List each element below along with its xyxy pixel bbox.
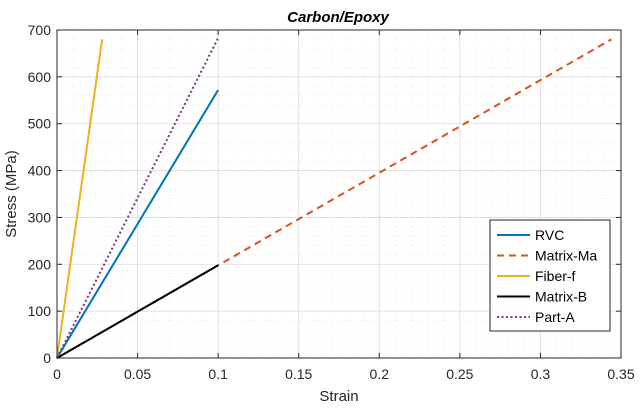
series-line-matrix-b: [56, 264, 219, 359]
series-line-fiber-f: [56, 39, 104, 359]
legend-entries: RVC Matrix-Ma Fiber-f Matrix-B Part-A: [497, 227, 597, 325]
legend-label-fiber-f: Fiber-f: [535, 268, 576, 284]
legend: RVC Matrix-Ma Fiber-f Matrix-B Part-A: [489, 219, 611, 332]
y-tick-label: 500: [28, 116, 52, 132]
x-tick-label: 0.35: [607, 366, 634, 382]
x-tick-labels: 0 0.05 0.1 0.15 0.2 0.25 0.3 0.35: [53, 366, 635, 382]
x-tick-label: 0.25: [446, 366, 473, 382]
y-tick-label: 700: [28, 22, 52, 38]
x-tick-label: 0.3: [531, 366, 551, 382]
x-tick-label: 0: [53, 366, 61, 382]
legend-label-part-a: Part-A: [535, 309, 575, 325]
x-axis-label: Strain: [319, 388, 358, 405]
y-axis-label: Stress (MPa): [3, 150, 20, 238]
legend-label-rvc: RVC: [535, 227, 564, 243]
ticks-layer: [56, 29, 622, 359]
x-tick-label: 0.15: [285, 366, 312, 382]
series-layer: [56, 37, 612, 359]
legend-label-matrix-ma: Matrix-Ma: [535, 248, 597, 264]
y-tick-label: 300: [28, 209, 52, 225]
x-tick-label: 0.2: [370, 366, 390, 382]
x-tick-label: 0.1: [208, 366, 228, 382]
y-tick-label: 400: [28, 163, 52, 179]
legend-label-matrix-b: Matrix-B: [535, 289, 587, 305]
y-tick-labels: 0 100 200 300 400 500 600 700: [28, 22, 52, 366]
series-line-part-a: [56, 37, 220, 359]
series-line-rvc: [56, 89, 219, 359]
series-line-matrix-ma: [56, 38, 612, 359]
x-tick-label: 0.05: [124, 366, 151, 382]
y-tick-label: 100: [28, 303, 52, 319]
y-tick-label: 200: [28, 256, 52, 272]
y-tick-label: 600: [28, 69, 52, 85]
chart-title: Carbon/Epoxy: [287, 9, 389, 26]
axes-box: [56, 29, 622, 359]
y-tick-label: 0: [43, 350, 51, 366]
